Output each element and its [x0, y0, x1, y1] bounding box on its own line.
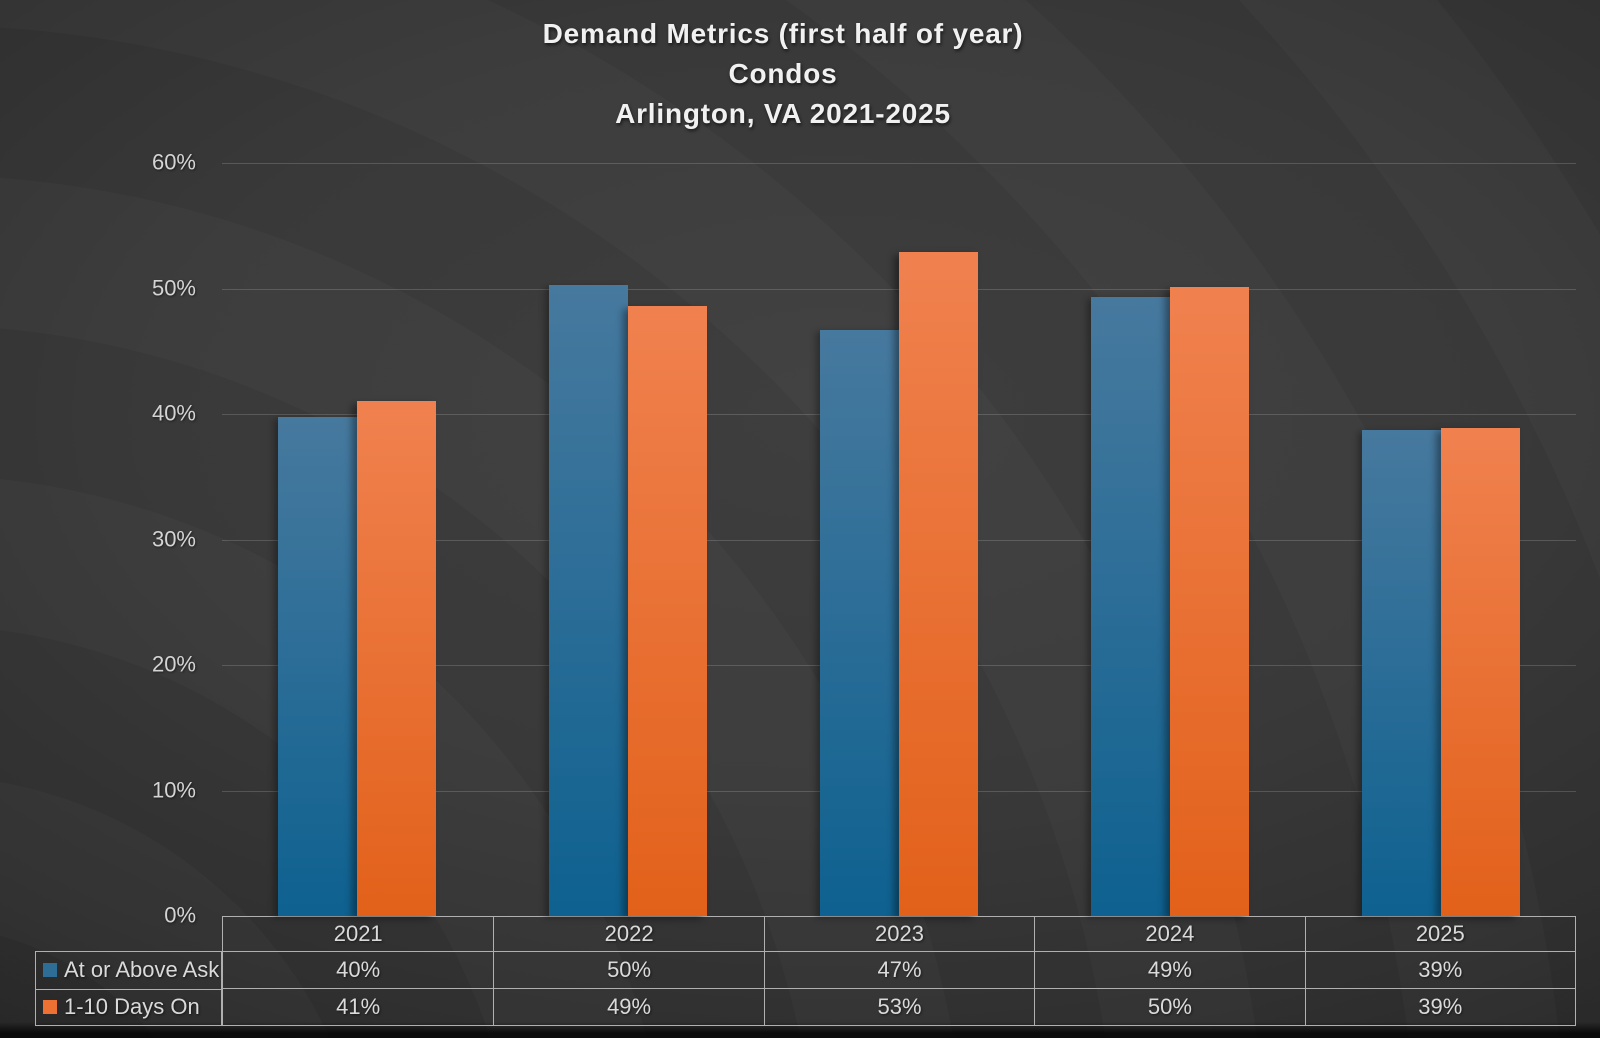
y-axis-tick-label: 30%	[151, 525, 196, 551]
bar-at-or-above-ask-2025	[1361, 430, 1441, 916]
table-year-header-cell: 2025	[1304, 917, 1575, 951]
y-axis-tick-label: 10%	[151, 776, 196, 802]
bar-1-10-days-on-2022	[628, 306, 708, 916]
y-axis-tick-label: 50%	[151, 274, 196, 300]
legend-key-icon	[43, 963, 57, 978]
chart-title-line-3: Arlington, VA 2021-2025	[615, 98, 951, 129]
table-value-cell: 50%	[493, 951, 764, 988]
table-value-cell: 49%	[1034, 951, 1305, 988]
y-axis-tick-label: 20%	[151, 651, 196, 677]
data-table: 2021 2022 2023 2024 2025 40% 50% 47% 49% 39% 41% 49…	[222, 916, 1576, 1026]
bar-1-10-days-on-2025	[1440, 427, 1520, 916]
series-name-label: 1-10 Days On	[64, 994, 200, 1020]
bar-at-or-above-ask-2022	[549, 284, 629, 916]
bar-at-or-above-ask-2023	[820, 329, 899, 916]
bar-1-10-days-on-2021	[357, 401, 437, 916]
table-year-header-cell: 2024	[1034, 917, 1304, 951]
bar-1-10-days-on-2024	[1169, 287, 1249, 916]
chart-title: Demand Metrics (first half of year) Cond…	[0, 14, 1566, 134]
bar-at-or-above-ask-2021	[278, 416, 358, 916]
table-value-cell: 41%	[223, 988, 494, 1025]
table-year-header-cell: 2023	[763, 917, 1034, 951]
bar-at-or-above-ask-2024	[1090, 297, 1170, 916]
table-value-cell: 47%	[763, 951, 1035, 988]
series-label-column: At or Above Ask 1-10 Days On	[35, 951, 222, 1026]
y-axis-tick-label: 0%	[164, 902, 196, 928]
bar-1-10-days-on-2023	[899, 252, 978, 916]
chart-title-line-1: Demand Metrics (first half of year)	[542, 18, 1024, 49]
table-value-cell: 50%	[1034, 988, 1305, 1025]
table-year-header-cell: 2021	[333, 921, 383, 946]
y-axis-tick-label: 60%	[151, 149, 196, 175]
legend-key-icon	[43, 1000, 57, 1015]
chart-title-line-2: Condos	[728, 58, 838, 89]
table-value-cell: 39%	[1304, 951, 1575, 988]
table-value-cell: 49%	[493, 988, 764, 1025]
gridline-60	[222, 163, 1576, 164]
table-value-cell: 39%	[1304, 988, 1575, 1025]
y-axis-tick-label: 40%	[151, 400, 196, 426]
legend-row: At or Above Ask	[36, 952, 221, 989]
series-name-label: At or Above Ask	[64, 957, 220, 983]
legend-row: 1-10 Days On	[36, 988, 221, 1026]
table-value-cell: 40%	[223, 951, 494, 988]
table-value-cell: 53%	[763, 988, 1035, 1025]
table-year-header-cell: 2022	[493, 917, 763, 951]
